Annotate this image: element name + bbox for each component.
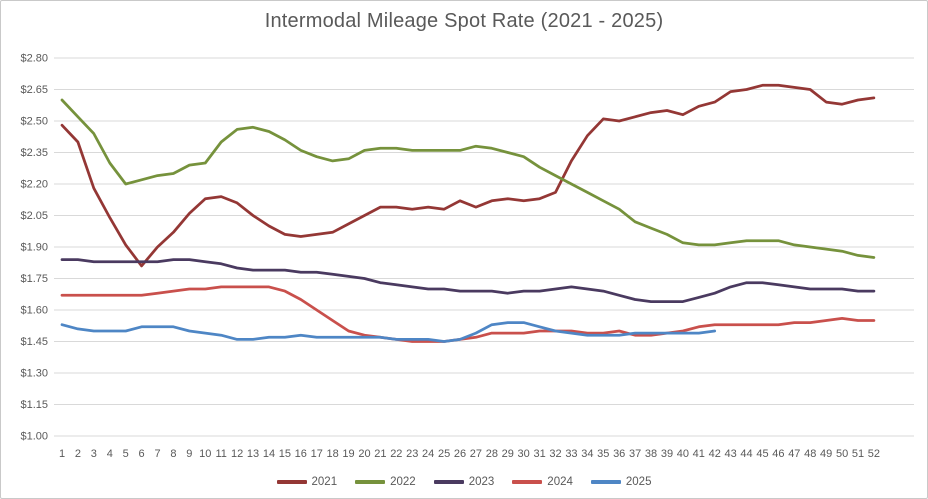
- x-tick-label: 18: [327, 448, 339, 460]
- x-tick-label: 11: [215, 448, 226, 460]
- legend-label: 2022: [390, 476, 416, 488]
- y-tick-label: $2.05: [20, 210, 48, 222]
- x-tick-label: 42: [709, 448, 721, 460]
- y-tick-label: $2.80: [20, 53, 48, 65]
- x-tick-label: 3: [91, 448, 97, 460]
- x-tick-label: 37: [629, 448, 641, 460]
- x-tick-label: 21: [374, 448, 386, 460]
- x-tick-label: 40: [677, 448, 689, 460]
- x-tick-label: 2: [75, 448, 81, 460]
- x-tick-label: 47: [788, 448, 800, 460]
- y-tick-label: $1.75: [20, 273, 48, 285]
- y-tick-label: $1.60: [20, 305, 48, 317]
- y-tick-label: $1.30: [20, 368, 48, 380]
- y-tick-label: $1.15: [20, 399, 48, 411]
- x-tick-label: 23: [406, 448, 418, 460]
- legend-item-2021[interactable]: 2021: [276, 476, 338, 488]
- y-tick-label: $1.00: [20, 431, 48, 443]
- x-tick-label: 8: [170, 448, 176, 460]
- legend-item-2023[interactable]: 2023: [433, 476, 495, 488]
- x-tick-label: 41: [693, 448, 705, 460]
- x-tick-label: 12: [231, 448, 243, 460]
- x-tick-label: 10: [199, 448, 211, 460]
- legend-line-swatch-2024: [512, 480, 543, 484]
- x-tick-label: 24: [422, 448, 434, 460]
- legend-line-swatch-2022: [355, 480, 386, 484]
- x-tick-label: 39: [661, 448, 673, 460]
- x-tick-label: 34: [581, 448, 593, 460]
- legend-line-swatch-2023: [433, 480, 464, 484]
- x-tick-label: 20: [358, 448, 370, 460]
- y-tick-label: $1.90: [20, 242, 48, 254]
- x-tick-label: 5: [123, 448, 129, 460]
- chart-title: Intermodal Mileage Spot Rate (2021 - 202…: [264, 10, 664, 32]
- series-line-2025[interactable]: [60, 321, 717, 343]
- legend-label: 2021: [311, 476, 338, 488]
- x-tick-label: 48: [804, 448, 816, 460]
- x-tick-label: 35: [597, 448, 609, 460]
- x-tick-label: 50: [836, 448, 848, 460]
- legend-line-swatch-2025: [590, 480, 621, 484]
- legend-label: 2025: [625, 476, 652, 488]
- x-tick-label: 27: [470, 448, 482, 460]
- legend-item-2025[interactable]: 2025: [590, 476, 652, 488]
- x-tick-label: 46: [772, 448, 784, 460]
- x-tick-label: 14: [263, 448, 275, 460]
- x-tick-label: 13: [247, 448, 259, 460]
- y-tick-label: $2.35: [20, 147, 48, 159]
- legend-label: 2024: [547, 476, 573, 488]
- x-tick-label: 6: [139, 448, 145, 460]
- legend-item-2022[interactable]: 2022: [355, 476, 416, 488]
- series-line-2024[interactable]: [60, 285, 876, 343]
- series-line-2023[interactable]: [60, 258, 876, 303]
- x-tick-label: 19: [342, 448, 354, 460]
- legend-line-swatch-2021: [276, 480, 307, 484]
- x-tick-label: 49: [820, 448, 832, 460]
- x-tick-label: 4: [107, 448, 113, 460]
- x-tick-label: 36: [613, 448, 625, 460]
- series-line-2022[interactable]: [60, 98, 876, 259]
- x-tick-label: 31: [533, 448, 545, 460]
- x-tick-label: 15: [279, 448, 291, 460]
- x-tick-label: 26: [454, 448, 466, 460]
- y-tick-label: $2.65: [20, 84, 48, 96]
- x-tick-label: 32: [549, 448, 561, 460]
- x-tick-label: 17: [311, 448, 323, 460]
- x-tick-label: 33: [565, 448, 577, 460]
- x-tick-label: 30: [518, 448, 530, 460]
- x-tick-label: 45: [756, 448, 768, 460]
- x-tick-label: 51: [852, 448, 864, 460]
- legend-item-2024[interactable]: 2024: [512, 476, 573, 488]
- x-tick-label: 28: [486, 448, 498, 460]
- x-tick-label: 9: [186, 448, 192, 460]
- x-tick-label: 7: [154, 448, 160, 460]
- y-tick-label: $1.45: [20, 336, 48, 348]
- chart-legend: 2021 2022 2023 2024 2025: [1, 472, 927, 492]
- x-tick-label: 22: [390, 448, 402, 460]
- legend-label: 2023: [468, 476, 495, 488]
- y-tick-label: $2.50: [20, 116, 48, 128]
- series-line-2021[interactable]: [60, 83, 876, 268]
- x-tick-label: 1: [59, 448, 65, 460]
- x-tick-label: 29: [502, 448, 514, 460]
- x-tick-label: 16: [295, 448, 307, 460]
- x-tick-label: 44: [740, 448, 752, 460]
- x-tick-label: 43: [725, 448, 737, 460]
- y-tick-label: $2.20: [20, 179, 48, 191]
- x-tick-label: 38: [645, 448, 657, 460]
- x-tick-label: 25: [438, 448, 450, 460]
- x-tick-label: 52: [868, 448, 880, 460]
